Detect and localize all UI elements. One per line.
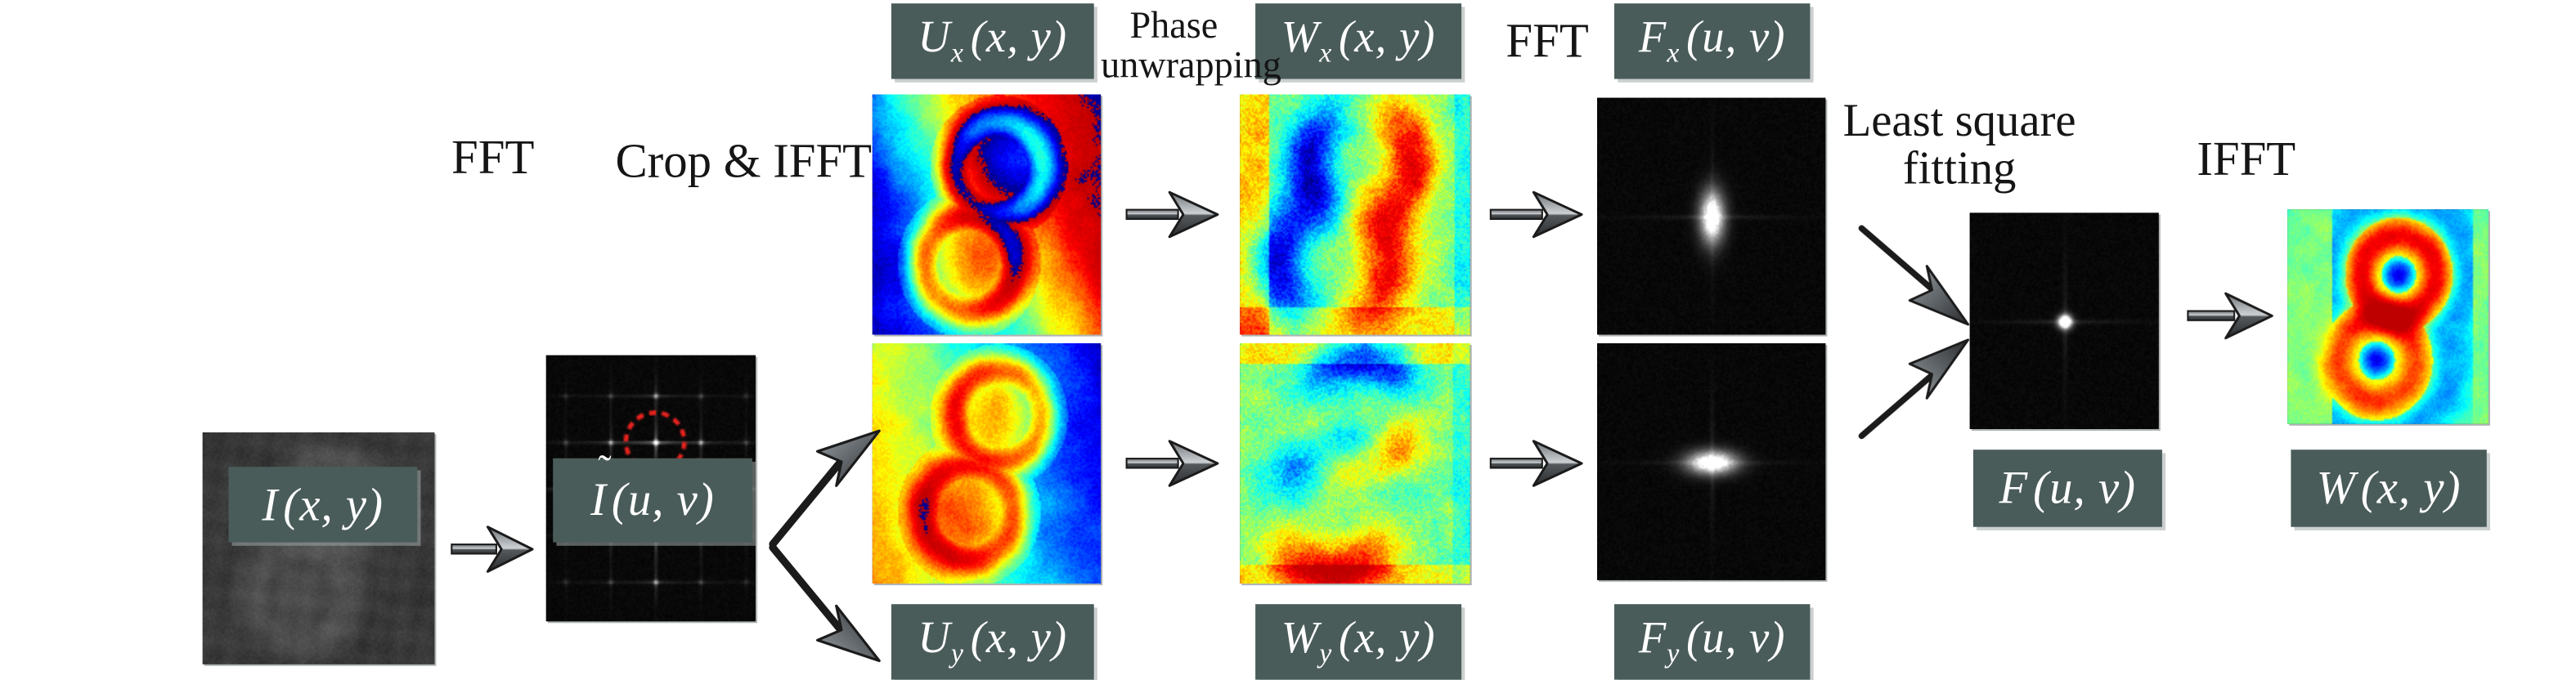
chip-label-Wy-xy: Wy (x, y) (1255, 604, 1462, 680)
op-label-phase-unwrapping: Phase unwrapping (1101, 3, 1281, 87)
arrow-fy-to-merge (1858, 337, 1972, 440)
panel-spectrum-fy (1596, 342, 1826, 580)
op-label-fft-1: FFT (451, 132, 535, 186)
arrow-wy-to-fy (1489, 438, 1586, 490)
chip-text-I-xy: I (x, y) (262, 477, 384, 530)
chip-label-Ux-xy: Ux (x, y) (891, 3, 1094, 79)
chip-text-Fx-uv: Fx (u, v) (1638, 11, 1786, 69)
diagram-canvas: I (x, y) Ĩ (u, v) Ux (x, y) Uy (x, y) W… (202, 3, 2488, 680)
chip-text-Ux-xy: Ux (x, y) (918, 11, 1068, 69)
panel-phase-wx (1240, 94, 1470, 335)
op-label-fft-2: FFT (1506, 15, 1589, 69)
chip-label-Fx-uv: Fx (u, v) (1613, 3, 1811, 79)
arrow-f-to-result (2186, 290, 2275, 342)
chip-label-Fy-uv: Fy (u, v) (1613, 604, 1811, 680)
op-label-ifft: IFFT (2197, 133, 2296, 187)
chip-label-I-xy: I (x, y) (228, 467, 418, 543)
panel-phase-ux (872, 94, 1102, 335)
chip-label-Wx-xy: Wx (x, y) (1255, 3, 1462, 79)
chip-text-W-xy: W (x, y) (2316, 461, 2462, 513)
chip-label-W-xy: W (x, y) (2291, 450, 2487, 527)
panel-spectrum-f (1969, 212, 2159, 429)
chip-text-F-uv: F (u, v) (1999, 461, 2137, 513)
arrow-wx-to-fx (1489, 189, 1586, 240)
chip-text-I-tilde-uv: Ĩ (u, v) (590, 448, 715, 526)
arrow-split-to-uy (769, 543, 883, 663)
op-label-crop-ifft: Crop & IFFT (615, 135, 873, 189)
arrow-split-to-ux (769, 429, 883, 549)
chip-text-Wy-xy: Wy (x, y) (1281, 612, 1436, 670)
arrow-interferogram-to-spectrum (450, 524, 536, 575)
panel-phase-uy (872, 342, 1102, 584)
op-label-least-square-fitting: Least square fitting (1842, 94, 2076, 195)
chip-label-I-tilde-uv: Ĩ (u, v) (553, 448, 752, 543)
chip-label-Uy-xy: Uy (x, y) (891, 604, 1094, 680)
chip-text-Uy-xy: Uy (x, y) (918, 612, 1068, 670)
panel-phase-wy (1240, 342, 1470, 584)
arrow-fx-to-merge (1858, 225, 1972, 328)
chip-text-Fy-uv: Fy (u, v) (1638, 612, 1786, 670)
panel-result-w (2287, 209, 2488, 424)
chip-label-F-uv: F (u, v) (1972, 450, 2162, 527)
panel-spectrum-fx (1596, 97, 1826, 335)
arrow-uy-to-wy (1124, 438, 1221, 490)
chip-text-Wx-xy: Wx (x, y) (1281, 11, 1436, 69)
arrow-ux-to-wx (1124, 189, 1221, 240)
